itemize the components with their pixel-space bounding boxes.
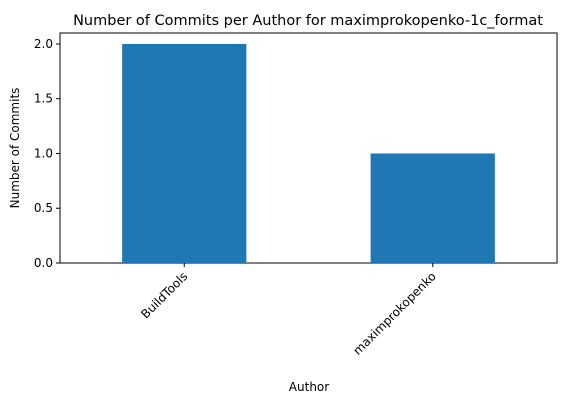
bar-maximprokopenko [370, 153, 495, 263]
x-tick-label: maximprokopenko [350, 269, 438, 357]
y-tick-label: 2.0 [34, 37, 53, 51]
y-tick-label: 0.0 [34, 256, 53, 270]
plot-area [59, 32, 558, 264]
bars-group [122, 43, 495, 264]
bar-buildtools [122, 43, 247, 264]
y-axis: 0.0 0.5 1.0 1.5 2.0 [34, 37, 60, 270]
y-tick-label: 1.5 [34, 92, 53, 106]
x-axis-label: Author [289, 380, 329, 394]
y-tick-label: 1.0 [34, 146, 53, 160]
y-axis-label: Number of Commits [8, 88, 22, 209]
x-axis: BuildTools maximprokopenko [138, 263, 439, 358]
x-tick-label: BuildTools [138, 269, 190, 321]
y-tick-label: 0.5 [34, 201, 53, 215]
chart-title: Number of Commits per Author for maximpr… [73, 13, 543, 29]
